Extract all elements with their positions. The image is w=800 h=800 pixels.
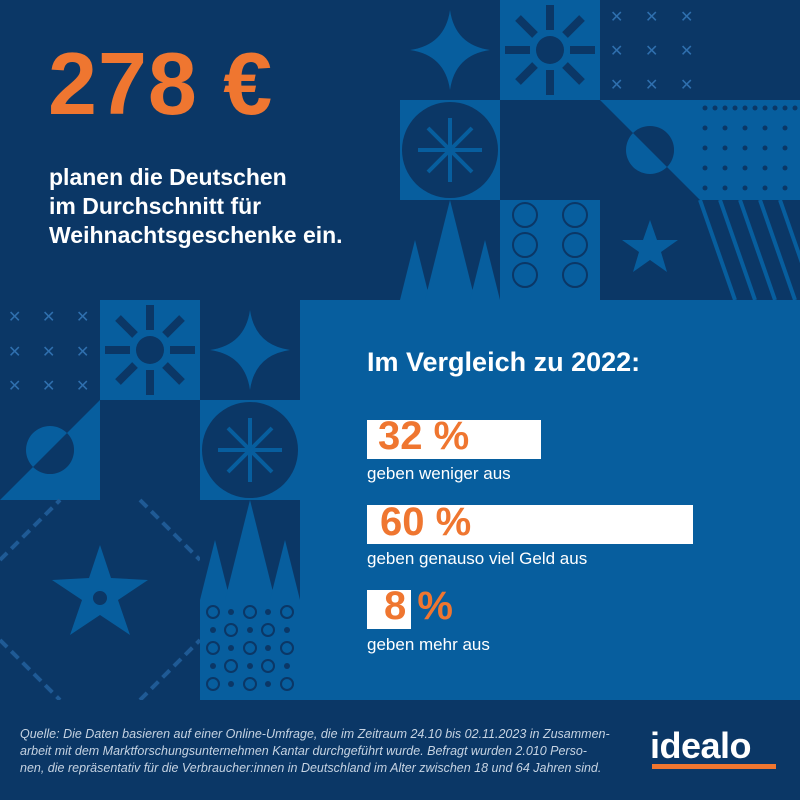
- half-circle-left-icon: [0, 400, 100, 500]
- dot-grid-icon: [700, 100, 800, 200]
- svg-text:✕: ✕: [76, 376, 89, 395]
- flower-diamond-icon: [600, 200, 700, 300]
- headline-panel: [0, 0, 400, 300]
- svg-text:✕: ✕: [680, 41, 693, 60]
- source-note: Quelle: Die Daten basieren auf einer Onl…: [20, 726, 630, 777]
- half-circle-icon: [600, 100, 700, 200]
- svg-text:✕: ✕: [645, 75, 658, 94]
- circle-dot-grid-icon: [200, 600, 300, 700]
- star-tile-icon: [400, 0, 500, 100]
- value-more: 8 %: [384, 584, 453, 628]
- svg-text:✕: ✕: [8, 376, 21, 395]
- svg-text:✕: ✕: [610, 7, 623, 26]
- bar-same: [367, 505, 693, 544]
- svg-text:✕: ✕: [42, 307, 55, 326]
- source-line: nen, die repräsentativ für die Verbrauch…: [20, 761, 602, 775]
- cross-grid-icon: ✕ ✕ ✕ ✕ ✕ ✕ ✕ ✕ ✕: [610, 7, 693, 94]
- stripes-icon: [698, 199, 800, 301]
- source-line: arbeit mit dem Marktforschungsunternehme…: [20, 744, 587, 758]
- snowflake-icon: [400, 100, 500, 200]
- sun-burst-left-icon: [100, 300, 200, 400]
- comparison-title: Im Vergleich zu 2022:: [367, 347, 641, 377]
- subtitle-line: im Durchschnitt für: [49, 193, 262, 219]
- value-less: 32 %: [378, 414, 470, 458]
- svg-text:✕: ✕: [680, 75, 693, 94]
- svg-text:✕: ✕: [680, 7, 693, 26]
- bar-more: [367, 590, 411, 629]
- idealo-logo: idealo: [650, 725, 752, 766]
- tree-tile-icon: [400, 200, 500, 300]
- svg-text:✕: ✕: [8, 307, 21, 326]
- svg-text:✕: ✕: [610, 75, 623, 94]
- footer: [0, 700, 800, 800]
- svg-text:✕: ✕: [76, 307, 89, 326]
- average-amount: 278 €: [48, 34, 274, 133]
- source-line: Quelle: Die Daten basieren auf einer Onl…: [20, 727, 610, 741]
- svg-text:✕: ✕: [76, 342, 89, 361]
- label-more: geben mehr aus: [367, 635, 490, 654]
- svg-text:✕: ✕: [610, 41, 623, 60]
- flower-star-left-icon: [0, 498, 202, 702]
- svg-text:✕: ✕: [645, 41, 658, 60]
- svg-text:✕: ✕: [42, 342, 55, 361]
- svg-text:✕: ✕: [8, 342, 21, 361]
- snowflake-left-icon: [200, 400, 300, 500]
- logo-underline: [652, 764, 776, 769]
- subtitle-line: planen die Deutschen: [49, 164, 287, 190]
- value-same: 60 %: [380, 500, 472, 544]
- wheel-pattern-icon: [500, 200, 600, 300]
- bar-less: [367, 420, 541, 459]
- label-same: geben genauso viel Geld aus: [367, 549, 588, 568]
- label-less: geben weniger aus: [367, 464, 511, 483]
- headline-subtitle: planen die Deutschen im Durchschnitt für…: [49, 163, 389, 250]
- star-left-icon: [210, 310, 290, 390]
- svg-text:✕: ✕: [42, 376, 55, 395]
- comparison-panel: [300, 300, 800, 700]
- svg-text:✕: ✕: [645, 7, 658, 26]
- tree-left-icon: [200, 500, 300, 600]
- cross-grid-left-icon: ✕ ✕ ✕ ✕ ✕ ✕ ✕ ✕ ✕: [8, 307, 89, 395]
- sun-burst-icon: [500, 0, 600, 100]
- subtitle-line: Weihnachtsgeschenke ein.: [49, 222, 343, 248]
